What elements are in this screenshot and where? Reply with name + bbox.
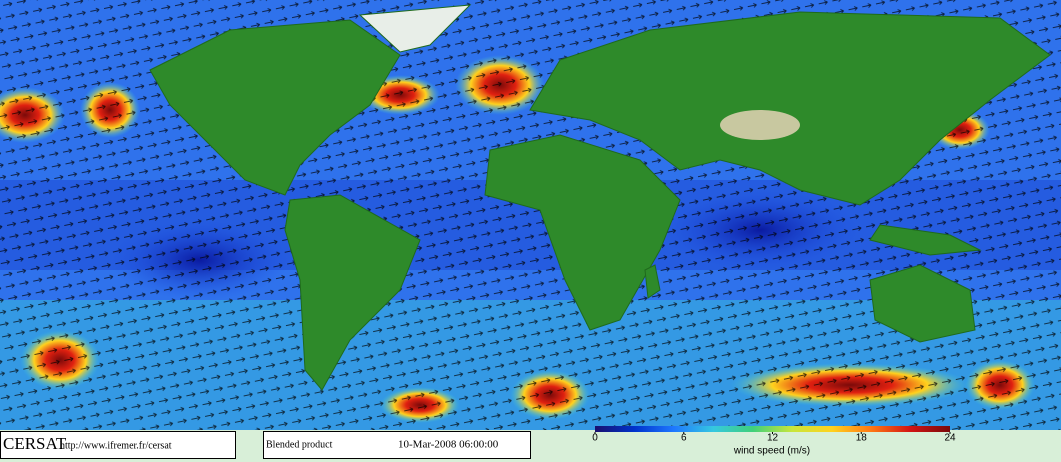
url[interactable]: http://www.ifremer.fr/cersat: [60, 440, 172, 451]
product-box: [263, 431, 531, 459]
footer: CERSAT http://www.ifremer.fr/cersat Blen…: [0, 426, 1061, 462]
colorbar-tick-label: 24: [944, 433, 956, 444]
colorbar-tick-label: 6: [681, 433, 687, 444]
colorbar-tick-label: 0: [592, 433, 598, 444]
logo: CERSAT: [3, 434, 67, 453]
land: [149, 4, 1051, 391]
credit-box: [0, 431, 236, 459]
colorbar: [595, 426, 950, 432]
colorbar-tick-label: 12: [767, 433, 779, 444]
date: 10-Mar-2008 06:00:00: [398, 439, 499, 451]
colorbar-tick-label: 18: [856, 433, 868, 444]
product: Blended product: [266, 439, 333, 450]
colorbar-label: wind speed (m/s): [733, 446, 810, 457]
